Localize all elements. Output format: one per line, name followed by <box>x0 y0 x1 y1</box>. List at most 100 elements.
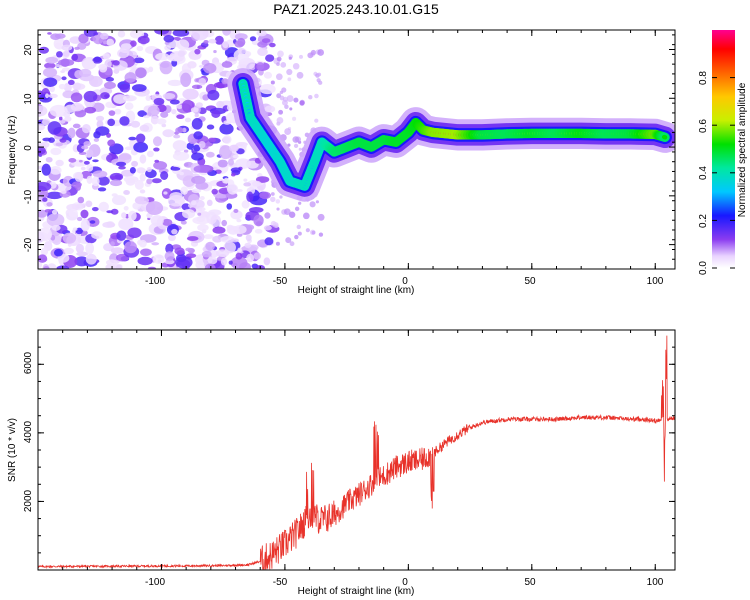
noise-blob <box>294 206 300 212</box>
noise-blob <box>263 257 271 266</box>
noise-blob <box>292 62 300 70</box>
noise-blob <box>115 161 127 167</box>
noise-blob <box>314 93 319 99</box>
noise-blob <box>172 30 190 37</box>
noise-blob <box>228 260 233 265</box>
noise-blob <box>198 141 206 149</box>
top-y-tick-label: 20 <box>23 44 34 56</box>
bottom-y-axis-label: SNR (10 * v/v) <box>7 418 18 482</box>
noise-blob <box>254 228 263 234</box>
noise-blob <box>100 92 110 100</box>
noise-blob <box>253 252 262 260</box>
noise-blob <box>38 105 48 117</box>
noise-blob <box>124 146 134 151</box>
noise-blob <box>212 235 223 243</box>
noise-blob <box>234 33 248 40</box>
noise-blob <box>63 82 72 93</box>
noise-blob <box>92 159 99 163</box>
noise-blob <box>190 200 197 206</box>
noise-blob <box>259 84 276 95</box>
noise-blob <box>289 241 295 247</box>
spectrogram-ticks <box>37 30 675 270</box>
noise-blob <box>171 228 178 235</box>
noise-blob <box>167 195 185 207</box>
noise-blob <box>207 89 220 101</box>
noise-blob <box>102 53 110 60</box>
noise-blob <box>183 149 189 153</box>
noise-blob <box>93 138 100 142</box>
noise-blob <box>246 191 254 203</box>
noise-blob <box>194 48 201 55</box>
noise-blob <box>231 173 236 177</box>
top-x-tick-label: -50 <box>273 276 288 287</box>
noise-blob <box>160 171 169 180</box>
noise-blob <box>208 38 217 44</box>
noise-blob <box>205 241 215 251</box>
noise-blob <box>244 242 252 248</box>
noise-blob <box>118 152 132 164</box>
noise-blob <box>81 203 86 208</box>
noise-blob <box>318 232 324 237</box>
noise-blob <box>219 145 232 160</box>
noise-blob <box>196 216 205 222</box>
noise-blob <box>47 121 62 135</box>
noise-blob <box>237 48 246 55</box>
bottom-x-tick-label: 50 <box>524 577 536 588</box>
noise-blob <box>43 77 58 87</box>
noise-blob <box>156 118 167 125</box>
noise-blob <box>41 163 51 176</box>
noise-blob <box>131 160 139 167</box>
noise-blob <box>264 212 271 219</box>
noise-blob <box>98 64 108 73</box>
noise-blob <box>40 247 49 256</box>
noise-blob <box>309 201 316 208</box>
noise-blob <box>168 234 176 242</box>
noise-blob <box>237 247 243 253</box>
noise-blob <box>146 166 152 173</box>
noise-blob <box>68 158 77 163</box>
bottom-y-tick-label: 2000 <box>23 489 34 512</box>
noise-blob <box>38 181 52 192</box>
noise-blob <box>296 71 304 79</box>
noise-blob <box>49 104 68 118</box>
noise-blob <box>276 56 282 62</box>
noise-blob <box>80 218 90 232</box>
noise-blob <box>276 62 280 66</box>
noise-blob <box>75 227 83 235</box>
noise-blob <box>110 208 119 215</box>
spectrogram-frame <box>37 29 676 270</box>
colorbar-ticks <box>712 77 735 269</box>
snr-panel: -100 -50 0 50 100 2000 4000 6000 Height … <box>7 329 676 597</box>
noise-blob <box>139 154 147 164</box>
noise-blob <box>193 165 211 173</box>
noise-blob <box>233 208 239 214</box>
noise-blob <box>191 30 209 41</box>
noise-blob <box>221 61 233 68</box>
noise-blob <box>182 127 187 133</box>
noise-blob <box>305 228 310 233</box>
noise-blob <box>146 150 154 158</box>
noise-blob <box>276 207 280 211</box>
noise-blob <box>281 99 288 106</box>
noise-blob <box>197 212 202 216</box>
noise-blob <box>208 137 216 143</box>
bottom-y-tick-label: 6000 <box>23 351 34 374</box>
noise-blob <box>85 200 93 208</box>
noise-blob <box>279 95 285 101</box>
noise-blob <box>102 221 116 228</box>
noise-blob <box>286 68 293 76</box>
snr-series-line <box>38 335 675 570</box>
noise-blob <box>257 47 268 57</box>
noise-blob <box>109 179 123 187</box>
noise-blob <box>270 80 275 85</box>
noise-blob <box>137 35 150 45</box>
noise-blob <box>136 45 144 52</box>
noise-blob <box>38 123 45 131</box>
noise-blob <box>175 256 193 269</box>
noise-blob <box>180 220 187 225</box>
noise-blob <box>216 100 225 108</box>
noise-blob <box>230 238 239 243</box>
top-y-tick-label: -20 <box>23 237 34 252</box>
noise-blob <box>280 61 287 68</box>
noise-blob <box>259 191 271 200</box>
